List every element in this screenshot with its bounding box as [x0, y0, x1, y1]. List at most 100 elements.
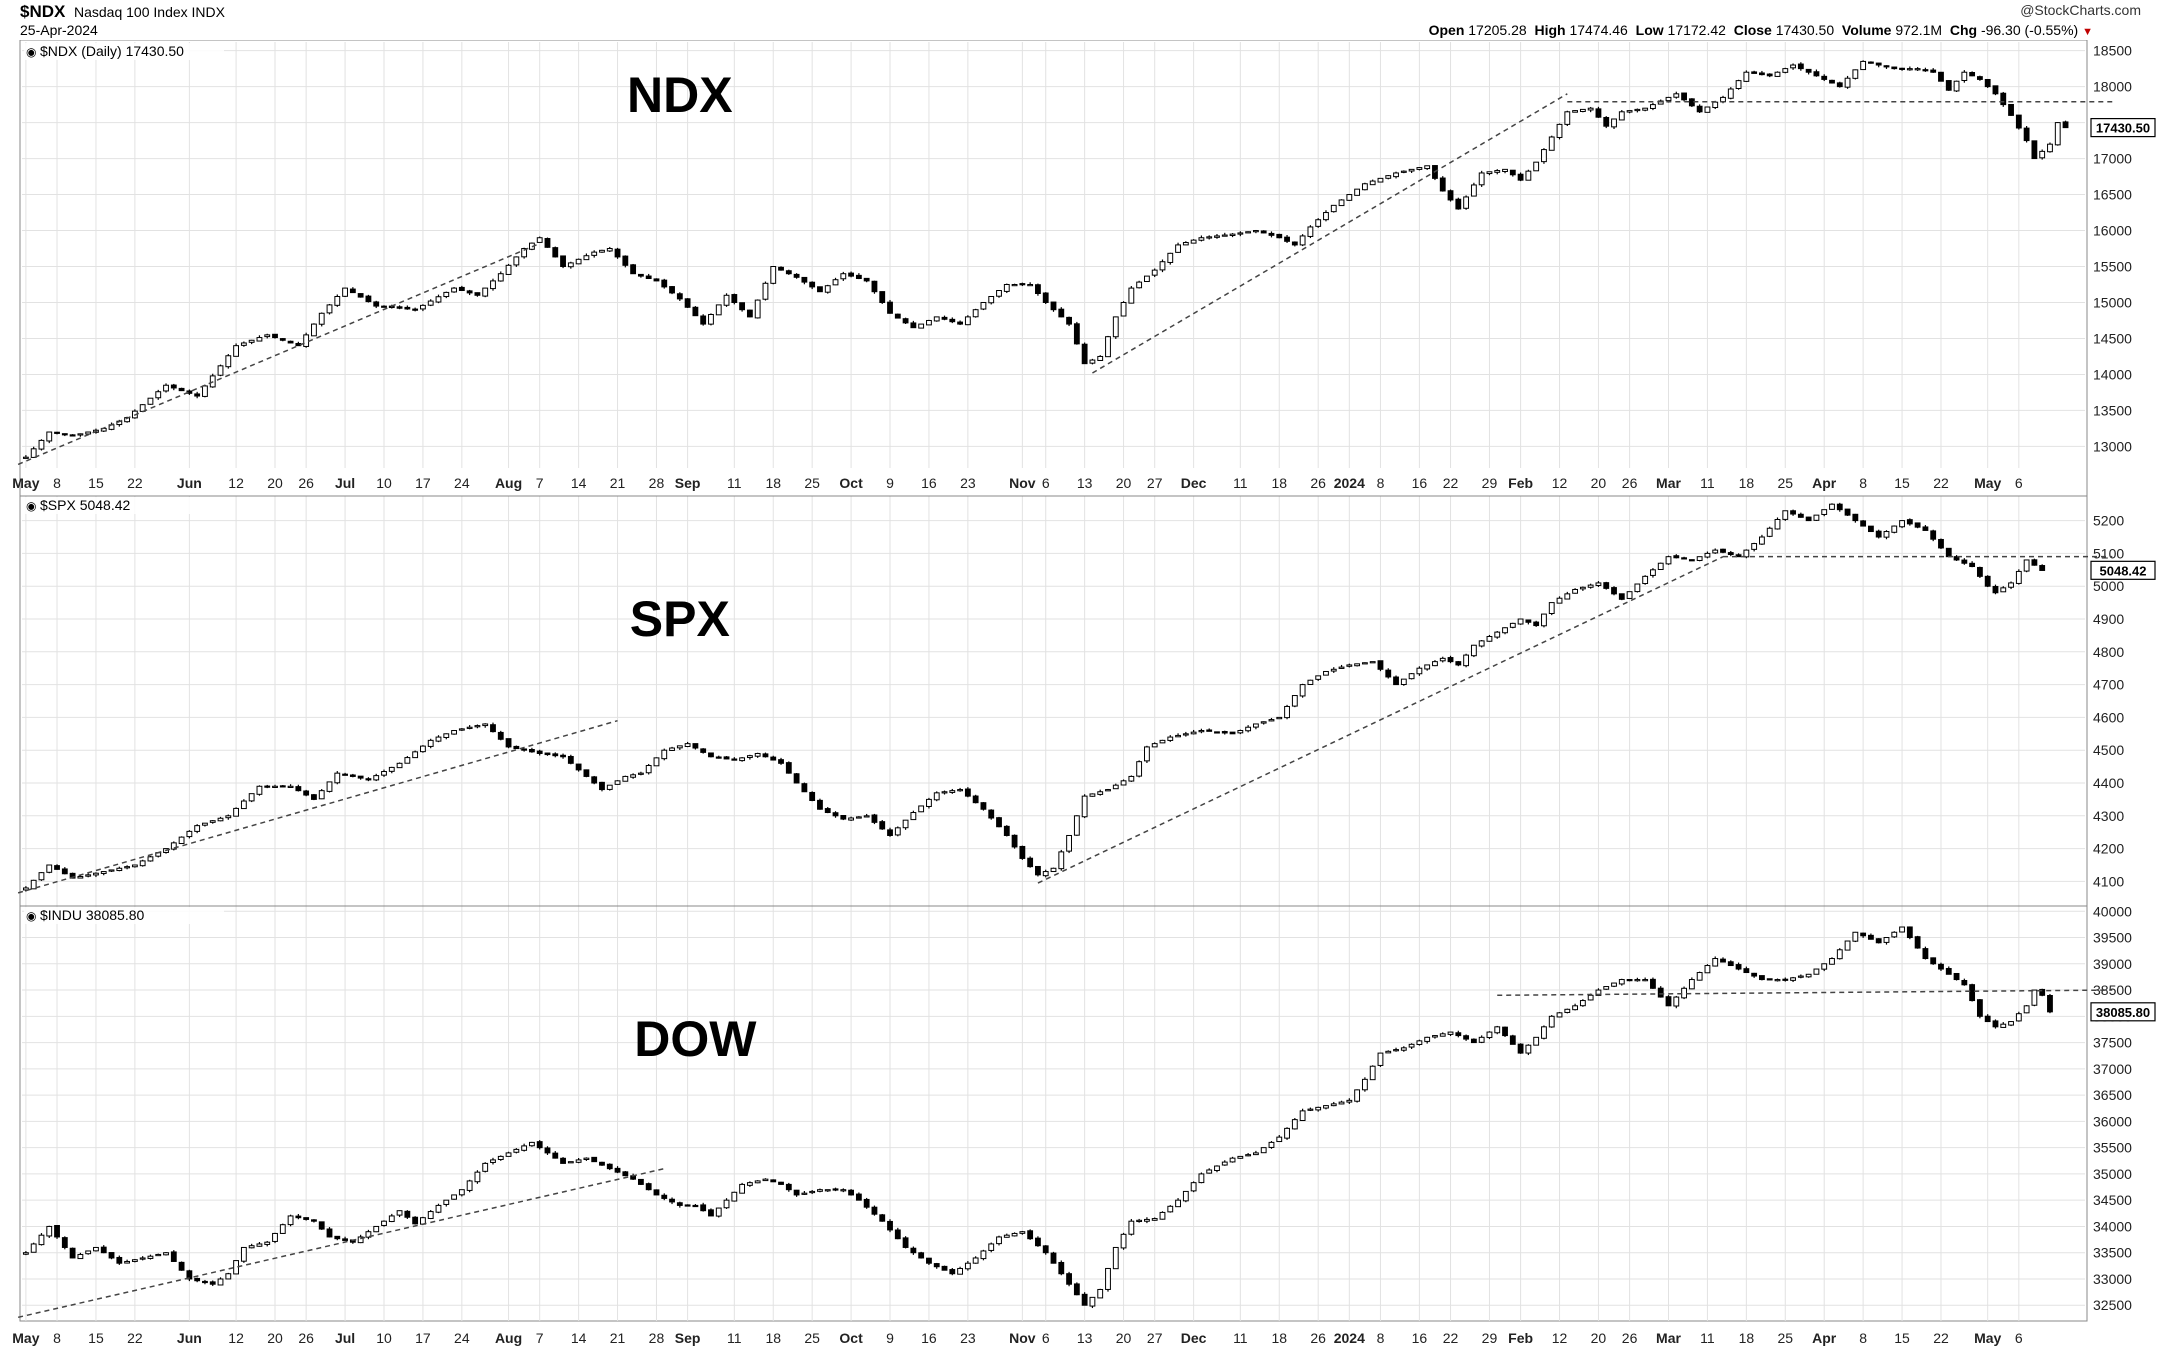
candle-up [77, 1253, 84, 1260]
candle-down [785, 762, 792, 774]
x-tick-label: Oct [839, 1330, 863, 1346]
candle-up [1626, 110, 1633, 113]
candle-up [435, 736, 442, 742]
candle-up [1743, 71, 1750, 82]
candle-up [420, 304, 426, 310]
candle-up [575, 258, 582, 265]
candle-up [1424, 1036, 1431, 1042]
candle-down [1455, 661, 1462, 666]
x-tick-label: 18 [765, 1330, 781, 1346]
x-tick-label: 2024 [1334, 475, 1365, 491]
candle-down [1042, 292, 1049, 303]
x-tick-label: 16 [921, 1330, 937, 1346]
y-tick-label: 5000 [2093, 578, 2124, 594]
candle-up [1027, 284, 1034, 287]
legend-bg [24, 43, 224, 60]
candle-up [1260, 721, 1267, 724]
candle-down [334, 1235, 341, 1240]
candle-up [1128, 287, 1135, 304]
candle-up [225, 815, 232, 819]
volume-label: Volume [1841, 22, 1892, 38]
y-tick-label: 39000 [2093, 956, 2132, 972]
candle-up [988, 1243, 995, 1251]
candle-down [326, 1228, 333, 1238]
candle-up [1642, 107, 1649, 111]
candle-up [1844, 77, 1851, 88]
x-tick-label: 26 [1622, 475, 1638, 491]
candle-up [1774, 71, 1781, 77]
candle-down [832, 812, 839, 817]
candle-up [139, 860, 146, 867]
x-tick-label: 8 [1859, 475, 1867, 491]
candle-down [1385, 669, 1392, 678]
candle-up [1727, 88, 1734, 99]
x-tick-label: Jun [177, 1330, 202, 1346]
symbol-ticker[interactable]: $NDX [20, 2, 66, 21]
x-tick-label: 26 [298, 475, 314, 491]
candle-down [54, 431, 60, 434]
y-tick-label: 37000 [2093, 1061, 2132, 1077]
price-chart[interactable]: 1300013500140001450015000155001600016500… [0, 40, 2159, 1350]
candle-down [1891, 66, 1898, 70]
candle-up [1315, 1106, 1322, 1111]
candle-up [567, 262, 574, 268]
candle-up [926, 798, 932, 807]
candle-down [1214, 731, 1220, 734]
x-tick-label: 10 [376, 475, 392, 491]
x-tick-label: 6 [2015, 475, 2023, 491]
candle-down [645, 275, 652, 280]
stockcharts-credit[interactable]: @StockCharts.com [2020, 2, 2141, 18]
candle-down [1813, 71, 1820, 77]
candle-down [1058, 308, 1065, 318]
y-tick-label: 5100 [2093, 545, 2124, 561]
candle-up [1354, 1089, 1361, 1102]
candle-up [754, 1180, 761, 1184]
candle-down [887, 301, 893, 314]
x-tick-label: Sep [675, 1330, 701, 1346]
candle-up [1494, 631, 1501, 638]
candle-down [2039, 565, 2046, 571]
candle-up [420, 745, 426, 753]
candle-up [194, 825, 201, 832]
candle-up [318, 790, 325, 800]
trendline [1037, 556, 1724, 884]
panel-legend: $INDU 38085.80 [40, 907, 145, 923]
y-tick-label: 15500 [2093, 259, 2132, 275]
candle-down [599, 781, 605, 791]
candle-up [1603, 986, 1610, 990]
candle-up [2015, 570, 2022, 584]
candle-down [894, 313, 901, 319]
candle-up [1136, 1219, 1143, 1223]
candle-up [1377, 1052, 1384, 1066]
candle-up [926, 319, 932, 326]
candle-down [1860, 520, 1867, 527]
candle-up [1696, 972, 1703, 981]
panel-dow[interactable]: 32500 33000 33500 34000 34500 35000 35500 36000… [12, 903, 2156, 1346]
candle-down [972, 795, 979, 804]
candle-down [614, 1167, 621, 1173]
candle-up [1011, 284, 1018, 287]
candle-down [863, 277, 870, 282]
candle-up [451, 730, 457, 735]
candle-up [1595, 989, 1602, 996]
x-tick-label: 12 [228, 1330, 244, 1346]
candle-up [1330, 668, 1337, 672]
candle-up [1120, 1233, 1127, 1249]
candle-up [567, 1161, 574, 1164]
candle-up [801, 1192, 808, 1195]
panel-spx[interactable]: 4100 4200 4300 4400 4500 4600 4700 4800 4900 5000… [17, 495, 2156, 906]
candle-up [1502, 168, 1508, 172]
panel-ndx[interactable]: 13000 13500 14000 14500 15000 15500 16000 16500… [12, 42, 2156, 491]
x-tick-label: 22 [1443, 475, 1459, 491]
candle-up [318, 312, 325, 325]
y-tick-label: 33000 [2093, 1271, 2132, 1287]
candle-down [910, 322, 917, 329]
candle-up [1424, 664, 1431, 670]
candle-up [669, 747, 675, 751]
candle-up [1650, 569, 1656, 576]
candle-up [458, 1189, 465, 1196]
y-tick-label: 14500 [2093, 330, 2132, 346]
candle-up [93, 1246, 99, 1252]
candle-down [1509, 1035, 1516, 1045]
candle-up [1408, 1043, 1415, 1048]
